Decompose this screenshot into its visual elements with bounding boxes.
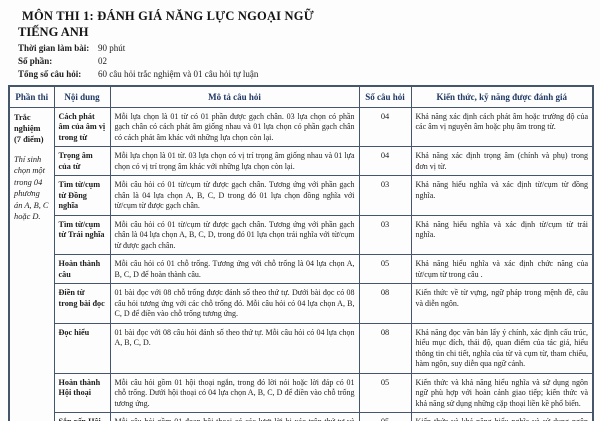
meta-value-total-questions: 60 câu hỏi trắc nghiệm và 01 câu hỏi tự … bbox=[98, 69, 259, 79]
topic-cell: Sắp xếp Hội thoại bbox=[53, 412, 111, 421]
column-header-mo-ta: Mô tả câu hỏi bbox=[109, 85, 360, 108]
description-cell: Mỗi câu hỏi có 01 từ/cụm từ được gạch ch… bbox=[109, 214, 360, 255]
skills-cell: Kiến thức về từ vựng, ngữ pháp trong mện… bbox=[410, 283, 594, 324]
description-cell: Mỗi câu hỏi có 01 chỗ trống. Tương ứng v… bbox=[109, 254, 360, 284]
skills-cell: Khả năng hiểu nghĩa và xác định từ/cụm t… bbox=[410, 214, 594, 255]
page-subtitle: TIẾNG ANH bbox=[18, 25, 89, 39]
column-header-phan-thi: Phần thi bbox=[8, 85, 55, 108]
question-count-cell: 05 bbox=[358, 254, 412, 284]
table-row: Đọc hiểu 01 bài đọc với 08 câu hỏi đánh … bbox=[9, 322, 594, 374]
question-count-cell: 08 bbox=[358, 283, 412, 324]
document-header: MÔN THI 1: ĐÁNH GIÁ NĂNG LỰC NGOẠI NGỮ T… bbox=[8, 9, 592, 80]
description-cell: Mỗi câu hỏi gồm 01 đoạn hội thoại có các… bbox=[109, 412, 360, 421]
table-row: Hoàn thành câu Mỗi câu hỏi có 01 chỗ trố… bbox=[9, 254, 594, 284]
topic-cell: Trọng âm của từ bbox=[53, 146, 111, 176]
skills-cell: Khả năng đọc văn bản lấy ý chính, xác đị… bbox=[410, 322, 594, 374]
skills-cell: Khả năng xác định trọng âm (chính và phụ… bbox=[410, 146, 594, 176]
question-count-cell: 05 bbox=[358, 412, 412, 421]
meta-label-duration: Thời gian làm bài: bbox=[18, 43, 90, 53]
column-header-so-cau: Số câu hỏi bbox=[358, 85, 412, 108]
description-cell: 01 bài đọc với 08 câu hỏi đánh số theo t… bbox=[109, 322, 360, 374]
skills-cell: Khả năng hiểu nghĩa và xác định từ/cụm t… bbox=[410, 175, 594, 216]
table-header-row: Phần thi Nội dung Mô tả câu hỏi Số câu h… bbox=[8, 85, 594, 108]
exam-spec-table: Phần thi Nội dung Mô tả câu hỏi Số câu h… bbox=[8, 84, 594, 421]
topic-cell: Hoàn thành câu bbox=[53, 254, 111, 284]
skills-cell: Kiến thức và khả năng hiểu nghĩa và sử d… bbox=[410, 412, 594, 421]
question-count-cell: 05 bbox=[358, 372, 412, 413]
column-header-kien-thuc: Kiến thức, kỹ năng được đánh giá bbox=[410, 85, 594, 108]
question-count-cell: 03 bbox=[358, 214, 412, 255]
meta-value-duration: 90 phút bbox=[98, 43, 126, 53]
skills-cell: Khả năng xác định cách phát âm hoặc trườ… bbox=[410, 106, 594, 147]
section-name: Trắc nghiệm bbox=[14, 112, 41, 133]
topic-cell: Điền từ trong bài đọc bbox=[53, 283, 111, 324]
table-row: Trắc nghiệm (7 điểm) Thí sinh chọn một t… bbox=[8, 106, 594, 421]
question-count-cell: 04 bbox=[358, 106, 412, 147]
topic-cell: Hoàn thành Hội thoại bbox=[53, 372, 111, 413]
skills-cell: Kiến thức và khả năng hiểu nghĩa và sử d… bbox=[410, 372, 594, 413]
meta-label-total-questions: Tổng số câu hỏi: bbox=[18, 69, 82, 79]
question-count-cell: 08 bbox=[358, 322, 412, 374]
page-title: MÔN THI 1: ĐÁNH GIÁ NĂNG LỰC NGOẠI NGỮ bbox=[22, 9, 314, 23]
table-row: Trọng âm của từ Mỗi lựa chọn là 01 từ. 0… bbox=[9, 146, 594, 176]
column-header-noi-dung: Nội dung bbox=[53, 85, 111, 108]
meta-value-parts: 02 bbox=[98, 56, 107, 66]
meta-row-total-questions: Tổng số câu hỏi: 60 câu hỏi trắc nghiệm … bbox=[18, 69, 592, 80]
table-row: Sắp xếp Hội thoại Mỗi câu hỏi gồm 01 đoạ… bbox=[9, 412, 594, 421]
topic-cell: Tìm từ/cụm từ Trái nghĩa bbox=[53, 214, 111, 255]
meta-row-parts: Số phần: 02 bbox=[18, 56, 592, 67]
skills-cell: Khả năng hiểu nghĩa và xác định chức năn… bbox=[410, 254, 594, 284]
section-points: (7 điểm) bbox=[14, 134, 44, 144]
table-row: Tìm từ/cụm từ Trái nghĩa Mỗi câu hỏi có … bbox=[9, 214, 594, 255]
description-cell: Mỗi lựa chọn là 01 từ có 01 phần được gạ… bbox=[109, 106, 360, 147]
table-row: Điền từ trong bài đọc 01 bài đọc với 08 … bbox=[9, 283, 594, 324]
description-cell: Mỗi câu hỏi gồm 01 hội thoại ngắn, trong… bbox=[109, 372, 360, 413]
description-cell: 01 bài đọc với 08 chỗ trống được đánh số… bbox=[109, 283, 360, 324]
meta-row-duration: Thời gian làm bài: 90 phút bbox=[18, 43, 592, 54]
section-note: Thí sinh chọn một trong 04 phương án A, … bbox=[14, 154, 49, 222]
meta-label-parts: Số phần: bbox=[18, 56, 53, 66]
topic-cell: Tìm từ/cụm từ Đồng nghĩa bbox=[53, 175, 111, 216]
description-cell: Mỗi câu hỏi có 01 từ/cụm từ được gạch ch… bbox=[109, 175, 360, 216]
description-cell: Mỗi lựa chọn là 01 từ. 03 lựa chọn có vị… bbox=[109, 146, 360, 176]
topic-cell: Cách phát âm của âm vị trong từ bbox=[53, 106, 111, 147]
question-count-cell: 03 bbox=[358, 175, 412, 216]
table-row: Hoàn thành Hội thoại Mỗi câu hỏi gồm 01 … bbox=[9, 372, 594, 413]
topic-cell: Đọc hiểu bbox=[53, 322, 111, 374]
table-row: Tìm từ/cụm từ Đồng nghĩa Mỗi câu hỏi có … bbox=[9, 175, 594, 216]
section-cell: Trắc nghiệm (7 điểm) Thí sinh chọn một t… bbox=[8, 106, 55, 421]
question-count-cell: 04 bbox=[358, 146, 412, 176]
